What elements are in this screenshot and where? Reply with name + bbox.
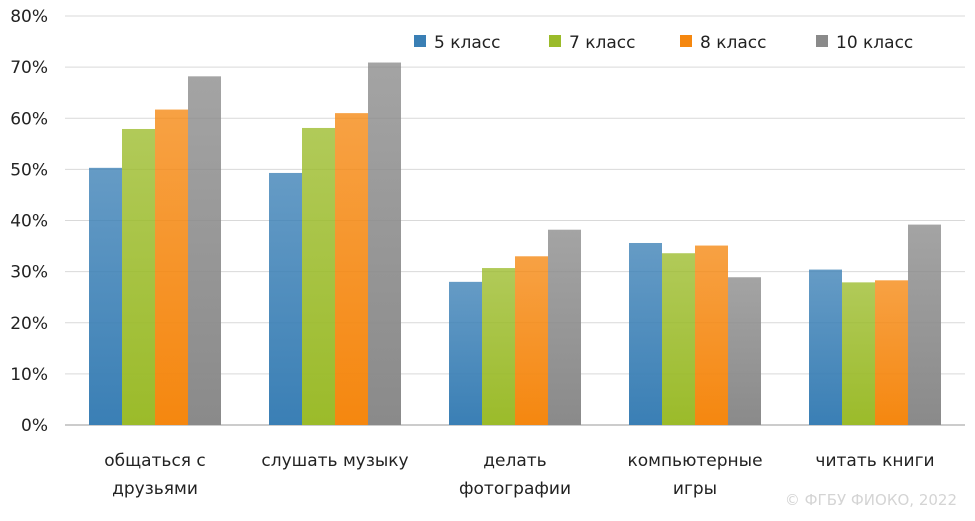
bar-4-5: [908, 224, 941, 425]
y-axis-ticks: 0% 10% 20% 30% 40% 50% 60% 70% 80%: [10, 7, 48, 436]
legend-label: 5 класс: [434, 33, 500, 53]
x-axis-categories: общаться с друзьями слушать музыку делать фо…: [104, 451, 934, 499]
legend-label: 7 класс: [569, 33, 635, 53]
y-tick-label: 70%: [10, 58, 48, 78]
y-tick-label: 0%: [21, 416, 48, 436]
legend-swatch: [549, 35, 561, 47]
category-label: читать книги: [815, 451, 934, 471]
y-tick-label: 40%: [10, 212, 48, 232]
category-label: компьютерные игры: [627, 451, 762, 499]
bar-4-4: [728, 277, 761, 425]
bar-3-4: [695, 245, 728, 425]
bar-2-1: [122, 128, 155, 425]
bar-1-3: [449, 281, 482, 425]
legend-label: 10 класс: [836, 33, 913, 53]
bar-4-3: [548, 229, 581, 425]
watermark: © ФГБУ ФИОКО, 2022: [784, 491, 957, 509]
bar-1-4: [629, 242, 662, 425]
y-tick-label: 60%: [10, 109, 48, 129]
legend-swatch: [414, 35, 426, 47]
bar-3-5: [875, 280, 908, 425]
category-label: общаться с друзьями: [104, 451, 206, 499]
bar-4-2: [368, 62, 401, 426]
bar-3-1: [155, 109, 188, 425]
y-tick-label: 80%: [10, 7, 48, 27]
legend-swatch: [680, 35, 692, 47]
legend-label: 8 класс: [700, 33, 766, 53]
legend: 5 класс 7 класс 8 класс 10 класс: [414, 33, 913, 53]
bar-3-2: [335, 113, 368, 425]
category-label: делать фотографии: [459, 451, 571, 499]
bar-1-5: [809, 269, 842, 425]
y-tick-label: 50%: [10, 160, 48, 180]
bar-2-2: [302, 127, 335, 426]
bar-1-2: [269, 172, 302, 425]
bar-2-5: [842, 282, 875, 425]
bar-3-3: [515, 256, 548, 425]
y-tick-label: 30%: [10, 263, 48, 283]
bar-2-3: [482, 268, 515, 425]
legend-swatch: [816, 35, 828, 47]
y-tick-label: 20%: [10, 314, 48, 334]
bar-2-4: [662, 253, 695, 425]
bars: [89, 62, 941, 426]
category-label: слушать музыку: [261, 451, 408, 471]
y-tick-label: 10%: [10, 365, 48, 385]
bar-1-1: [89, 167, 122, 425]
bar-4-1: [188, 76, 221, 425]
